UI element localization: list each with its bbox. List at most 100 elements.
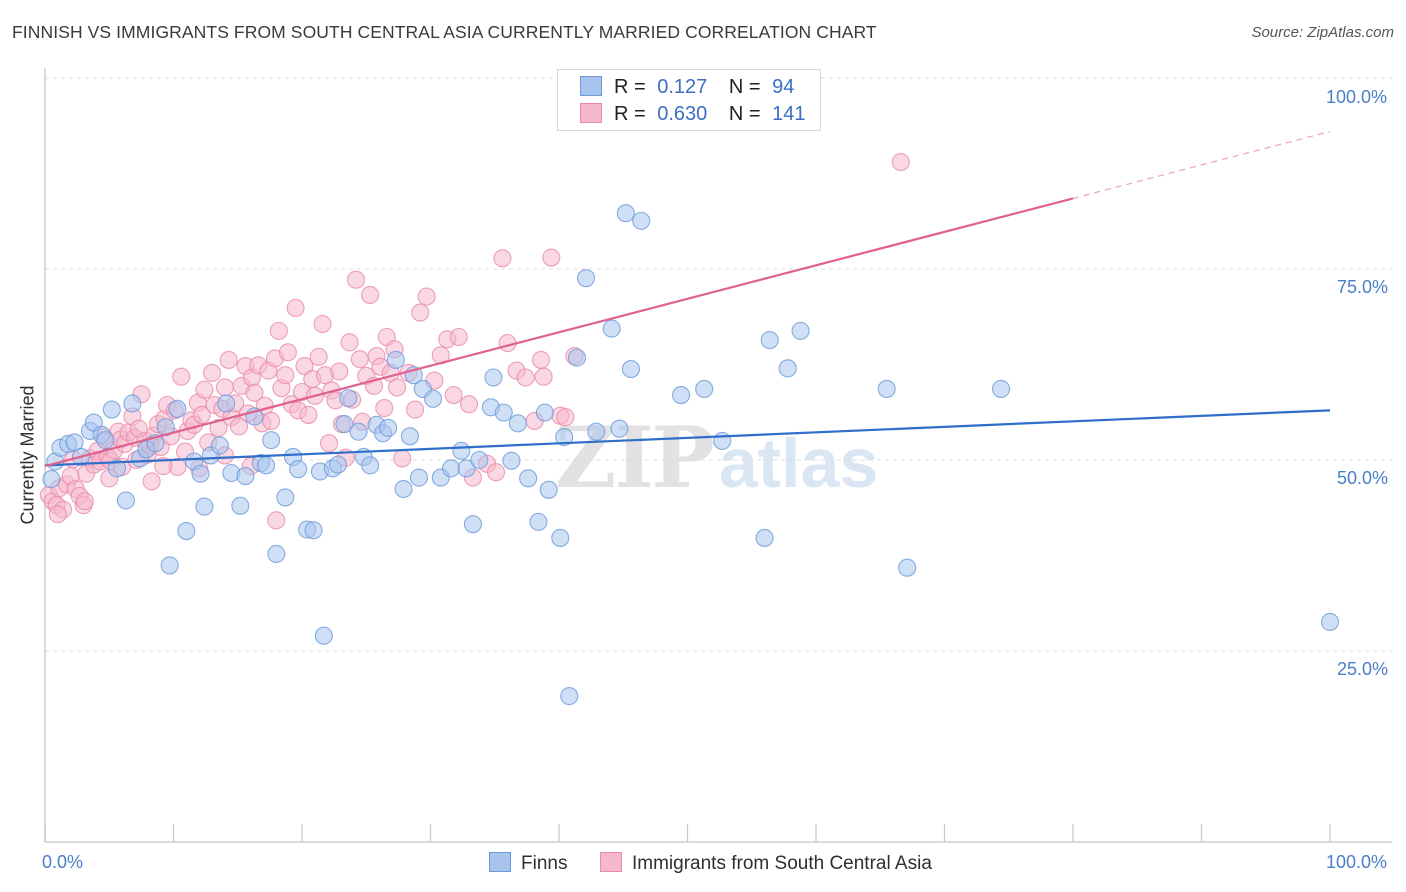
finns-point [409,468,428,487]
finns-point [560,687,579,706]
finns-trend-line [44,409,1331,467]
sca-point [459,395,479,414]
finns-point [236,466,255,486]
finns-point [877,379,896,398]
n-value: 141 [772,103,806,125]
finns-point [602,319,621,338]
sca-point [417,287,436,306]
sca-point [192,405,211,424]
finns-point [168,399,187,418]
y-tick-label: 100.0% [1326,87,1388,107]
finns-point [760,331,779,350]
sca-point [269,321,288,340]
legend-item-finns: Finns [489,852,567,875]
sca-point [172,367,191,386]
sca-point [516,368,535,387]
finns-point [672,386,691,405]
finns-point [379,418,398,437]
sca-point [262,411,281,431]
sca-trend-line [44,197,1074,468]
finns-point [339,389,358,408]
finns-point [713,431,732,450]
finns-point [442,459,461,478]
sca-point [444,386,463,405]
finns-point [160,556,179,575]
finns-point [314,626,333,645]
sca-point [319,434,339,453]
sca-point [278,343,297,362]
r-value: 0.127 [657,76,708,98]
source-note: Source: ZipAtlas.com [1251,24,1394,41]
r-value: 0.630 [657,103,708,125]
finns-point [276,488,295,507]
finns-point [529,512,548,531]
sca-point [346,270,366,289]
finns-point [256,456,276,475]
sca-point [299,405,318,424]
finns-point [231,496,250,515]
finns-point [386,350,405,369]
finns-swatch [489,852,511,872]
sca-point [203,363,222,382]
finns-point [400,427,419,446]
finns-point [177,522,196,541]
watermark-atlas: atlas [718,424,879,502]
finns-point [484,368,503,387]
axes [44,68,1392,843]
sca-trend-extension [1072,130,1331,199]
finns-point [457,459,476,478]
sca-point [542,248,561,267]
finns-point [424,389,443,408]
finns-point [452,441,471,460]
finns-point [123,394,142,413]
finns-point [262,431,281,450]
sca-point [556,408,575,427]
sca-point [245,383,264,402]
data-points [39,152,1340,706]
finns-point [576,269,596,288]
stats-row-finns: R = 0.127 N = 94 [580,76,794,102]
sca-point [393,449,412,468]
finns-point [494,403,513,422]
finns-point [191,464,210,483]
legend-label: Finns [521,853,568,874]
finns-point [116,491,136,510]
finns-point [535,403,554,422]
finns-point [555,428,574,447]
y-axis-title: Currently Married [17,385,38,525]
finns-point [610,419,629,438]
sca-point [375,398,394,418]
sca-point [229,417,249,436]
legend-label: Immigrants from South Central Asia [632,853,932,874]
finns-point [621,360,641,379]
finns-point [508,414,527,433]
finns-point [394,479,413,499]
sca-point [406,400,425,419]
sca-point [534,367,553,386]
x-tick-label: 0.0% [42,852,84,872]
sca-point [361,285,380,305]
finns-swatch [580,76,602,96]
finns-point [551,528,570,547]
sca-point [142,472,161,491]
finns-point [791,321,810,340]
y-tick-label: 50.0% [1337,468,1389,488]
sca-point [276,366,295,385]
sca-point [309,347,328,366]
finns-point [1320,612,1340,632]
sca-swatch [600,852,622,872]
trend-lines [44,130,1331,468]
legend-item-sca: Immigrants from South Central Asia [600,852,932,875]
finns-point [539,480,558,499]
finns-point [210,436,229,455]
sca-point [449,327,468,347]
stats-row-sca: R = 0.630 N = 141 [580,103,806,129]
sca-point [215,378,234,397]
r-label: R = [614,76,646,98]
finns-point [632,211,651,230]
sca-swatch [580,103,602,123]
sca-point [209,418,228,437]
sca-point [388,378,407,397]
n-label: N = [728,76,761,98]
